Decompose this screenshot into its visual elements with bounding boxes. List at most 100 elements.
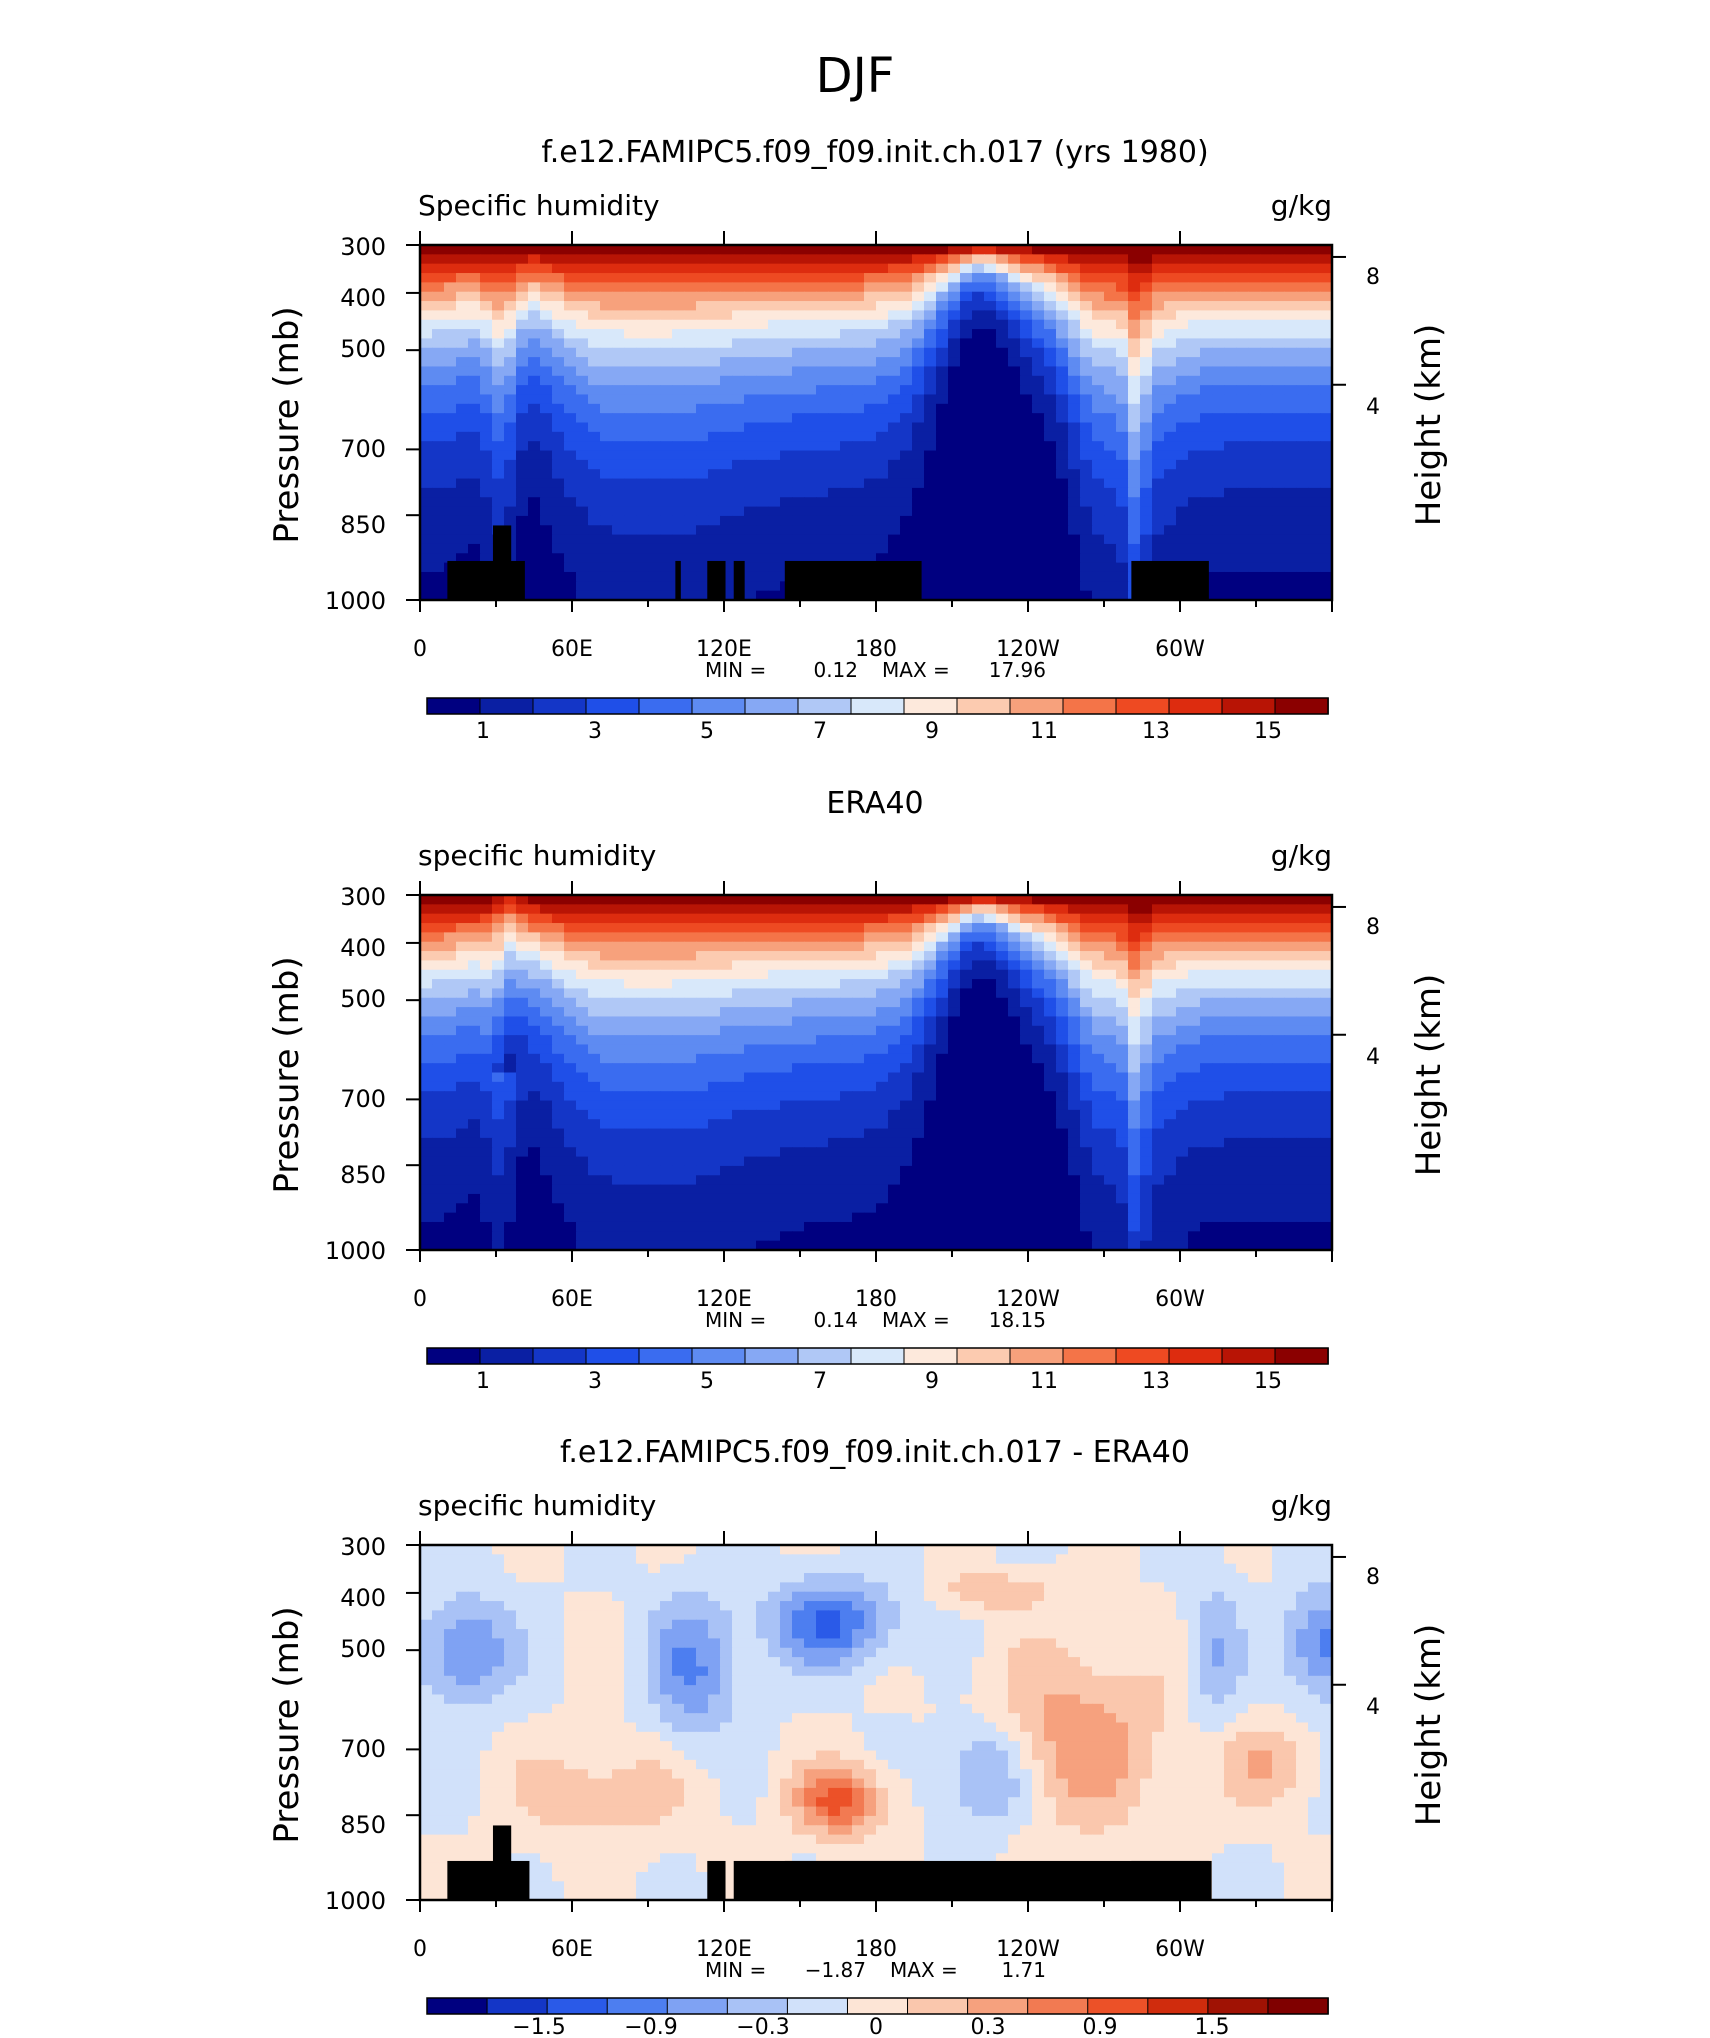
- contour-cell: [1068, 487, 1081, 498]
- contour-cell: [1008, 310, 1021, 321]
- contour-cell: [936, 1035, 949, 1046]
- contour-cell: [1224, 1091, 1237, 1102]
- contour-cell: [1056, 997, 1069, 1008]
- contour-cell: [1284, 441, 1297, 452]
- contour-cell: [1152, 1035, 1165, 1046]
- contour-cell: [648, 1081, 661, 1092]
- contour-cell: [1296, 515, 1309, 526]
- contour-cell: [1308, 1007, 1321, 1018]
- contour-cell: [996, 1053, 1009, 1064]
- contour-cell: [768, 553, 781, 564]
- contour-cell: [996, 904, 1009, 915]
- contour-cell: [1008, 413, 1021, 424]
- contour-cell: [912, 403, 925, 414]
- contour-cell: [588, 1053, 601, 1064]
- contour-cell: [900, 904, 913, 915]
- contour-cell: [972, 301, 985, 311]
- contour-cell: [432, 497, 445, 508]
- contour-cell: [660, 941, 673, 952]
- contour-cell: [1068, 291, 1081, 302]
- contour-cell: [564, 913, 577, 924]
- contour-cell: [1320, 357, 1333, 368]
- contour-cell: [732, 291, 745, 302]
- contour-cell: [780, 1025, 793, 1036]
- contour-cell: [1296, 347, 1309, 358]
- contour-cell: [528, 245, 541, 255]
- contour-cell: [1284, 497, 1297, 508]
- contour-cell: [696, 913, 709, 924]
- contour-cell: [972, 1035, 985, 1046]
- contour-cell: [840, 895, 853, 905]
- contour-cell: [1044, 1053, 1057, 1064]
- contour-cell: [660, 1119, 673, 1130]
- contour-cell: [996, 506, 1009, 517]
- contour-cell: [624, 441, 637, 452]
- contour-cell: [588, 1081, 601, 1092]
- contour-cell: [972, 310, 985, 321]
- contour-cell: [1296, 310, 1309, 321]
- contour-cell: [1248, 310, 1261, 321]
- contour-cell: [456, 543, 469, 554]
- contour-cell: [432, 904, 445, 915]
- contour-cell: [888, 515, 901, 526]
- contour-cell: [1128, 385, 1141, 396]
- contour-cell: [456, 282, 469, 293]
- contour-cell: [1272, 357, 1285, 368]
- contour-cell: [1164, 403, 1177, 414]
- contour-cell: [1068, 403, 1081, 414]
- contour-cell: [504, 459, 517, 470]
- contour-cell: [744, 403, 757, 414]
- contour-cell: [1200, 534, 1213, 545]
- ytick-label: 700: [340, 435, 386, 463]
- contour-cell: [492, 969, 505, 980]
- contour-cell: [972, 581, 985, 592]
- contour-cell: [936, 450, 949, 461]
- contour-cell: [696, 413, 709, 424]
- contour-cell: [456, 988, 469, 999]
- contour-cell: [1212, 329, 1225, 340]
- contour-cell: [1128, 904, 1141, 915]
- contour-cell: [1212, 1109, 1225, 1120]
- contour-cell: [1248, 969, 1261, 980]
- contour-cell: [996, 1016, 1009, 1027]
- contour-cell: [840, 366, 853, 377]
- contour-cell: [456, 1091, 469, 1102]
- contour-cell: [540, 431, 553, 442]
- contour-cell: [1092, 310, 1105, 321]
- contour-cell: [1080, 431, 1093, 442]
- contour-cell: [432, 960, 445, 971]
- contour-cell: [1104, 932, 1117, 943]
- contour-cell: [684, 913, 697, 924]
- ytick-right-label: 4: [1366, 395, 1380, 420]
- contour-cell: [504, 951, 517, 961]
- contour-cell: [1032, 1044, 1045, 1055]
- contour-cell: [492, 515, 505, 526]
- contour-cell: [684, 1109, 697, 1120]
- contour-cell: [1152, 534, 1165, 545]
- contour-cell: [1236, 301, 1249, 311]
- contour-cell: [984, 478, 997, 489]
- contour-cell: [1236, 459, 1249, 470]
- contour-cell: [684, 932, 697, 943]
- contour-cell: [936, 553, 949, 564]
- contour-cell: [456, 403, 469, 414]
- contour-cell: [456, 525, 469, 536]
- contour-cell: [804, 245, 817, 255]
- contour-cell: [1080, 385, 1093, 396]
- contour-cell: [1020, 988, 1033, 999]
- contour-cell: [1320, 553, 1333, 564]
- contour-cell: [756, 1016, 769, 1027]
- contour-cell: [1296, 459, 1309, 470]
- contour-cell: [852, 1007, 865, 1018]
- contour-cell: [468, 469, 481, 480]
- contour-cell: [900, 979, 913, 990]
- contour-cell: [852, 997, 865, 1008]
- contour-cell: [1092, 581, 1105, 592]
- contour-cell: [492, 310, 505, 321]
- contour-cell: [684, 310, 697, 321]
- contour-cell: [540, 301, 553, 311]
- contour-cell: [732, 506, 745, 517]
- contour-cell: [780, 1053, 793, 1064]
- contour-cell: [1224, 543, 1237, 554]
- contour-cell: [1128, 960, 1141, 971]
